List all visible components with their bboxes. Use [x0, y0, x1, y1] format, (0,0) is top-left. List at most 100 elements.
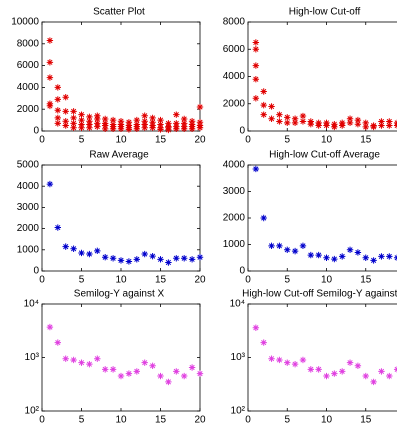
x-tick-label: 20	[194, 275, 206, 286]
y-tick-label: 4000	[223, 71, 246, 82]
x-tick-label: 0	[39, 275, 45, 286]
marker	[157, 121, 164, 128]
marker	[78, 249, 85, 257]
marker	[125, 119, 133, 126]
marker	[102, 366, 109, 373]
marker	[62, 355, 69, 362]
marker	[165, 120, 172, 127]
y-tick-label: 1000	[223, 239, 246, 250]
x-tick-label: 0	[39, 415, 45, 426]
marker	[386, 122, 393, 129]
marker	[188, 256, 196, 263]
marker	[173, 120, 180, 127]
marker	[133, 116, 140, 124]
marker	[181, 120, 188, 127]
marker	[70, 120, 77, 127]
x-tick-label: 20	[194, 135, 206, 146]
y-tick-label: 2000	[223, 98, 246, 109]
marker	[196, 254, 204, 261]
marker	[78, 121, 85, 128]
marker	[362, 372, 369, 380]
marker	[125, 370, 133, 377]
marker	[378, 118, 385, 125]
marker	[252, 324, 260, 331]
marker	[260, 214, 267, 222]
marker	[157, 116, 164, 124]
marker	[46, 323, 54, 331]
marker	[102, 122, 109, 129]
marker	[252, 39, 260, 46]
marker	[62, 108, 69, 115]
marker	[307, 366, 314, 373]
marker	[307, 120, 314, 128]
y-tick-label: 10²	[231, 406, 246, 417]
y-tick-label: 0	[33, 266, 39, 277]
chart-title: High-low Cut-off	[289, 7, 361, 18]
marker	[339, 122, 346, 129]
marker	[78, 359, 85, 366]
x-tick-label: 10	[115, 275, 127, 286]
marker	[362, 123, 369, 131]
marker	[141, 250, 148, 258]
x-tick-label: 15	[155, 415, 167, 426]
marker	[252, 165, 260, 173]
marker	[252, 46, 260, 53]
marker	[149, 124, 156, 131]
marker	[117, 125, 125, 133]
y-tick-label: 3000	[17, 202, 40, 213]
x-tick-label: 15	[360, 135, 372, 146]
marker	[346, 119, 354, 127]
plot-area	[247, 21, 397, 132]
y-tick-label: 2000	[17, 223, 40, 234]
marker	[291, 247, 299, 255]
marker	[260, 339, 267, 346]
marker	[378, 122, 385, 129]
marker	[70, 124, 77, 131]
marker	[157, 372, 164, 380]
x-tick-label: 5	[284, 135, 290, 146]
marker	[54, 120, 61, 127]
marker	[94, 120, 101, 127]
marker	[323, 372, 330, 380]
marker	[276, 242, 283, 250]
marker	[117, 372, 125, 380]
marker	[54, 84, 61, 91]
x-tick-label: 10	[115, 135, 127, 146]
marker	[117, 257, 125, 264]
marker	[284, 119, 291, 127]
marker	[299, 118, 307, 125]
x-tick-label: 10	[321, 135, 333, 146]
x-tick-label: 15	[155, 135, 167, 146]
marker	[188, 125, 196, 133]
marker	[196, 119, 204, 126]
y-tick-label: 4000	[17, 82, 40, 93]
marker	[386, 372, 393, 380]
chart-title: Scatter Plot	[93, 7, 145, 18]
x-tick-label: 10	[321, 415, 333, 426]
marker	[339, 368, 346, 375]
marker	[94, 247, 101, 255]
marker	[291, 360, 299, 368]
marker	[46, 74, 54, 81]
marker	[291, 115, 299, 122]
marker	[346, 359, 354, 366]
marker	[86, 117, 93, 125]
plot-area	[41, 303, 201, 412]
y-tick-label: 1000	[17, 244, 40, 255]
marker	[276, 118, 283, 125]
x-tick-label: 0	[39, 135, 45, 146]
x-tick-label: 5	[284, 415, 290, 426]
marker	[62, 122, 69, 129]
marker	[109, 125, 117, 133]
marker	[78, 111, 85, 118]
marker	[86, 360, 93, 368]
marker	[284, 246, 291, 253]
marker	[165, 126, 172, 134]
marker	[86, 124, 93, 131]
x-tick-label: 15	[360, 415, 372, 426]
y-tick-label: 6000	[17, 60, 40, 71]
marker	[102, 125, 109, 133]
marker	[86, 113, 93, 121]
marker	[78, 116, 85, 124]
marker	[299, 112, 307, 120]
